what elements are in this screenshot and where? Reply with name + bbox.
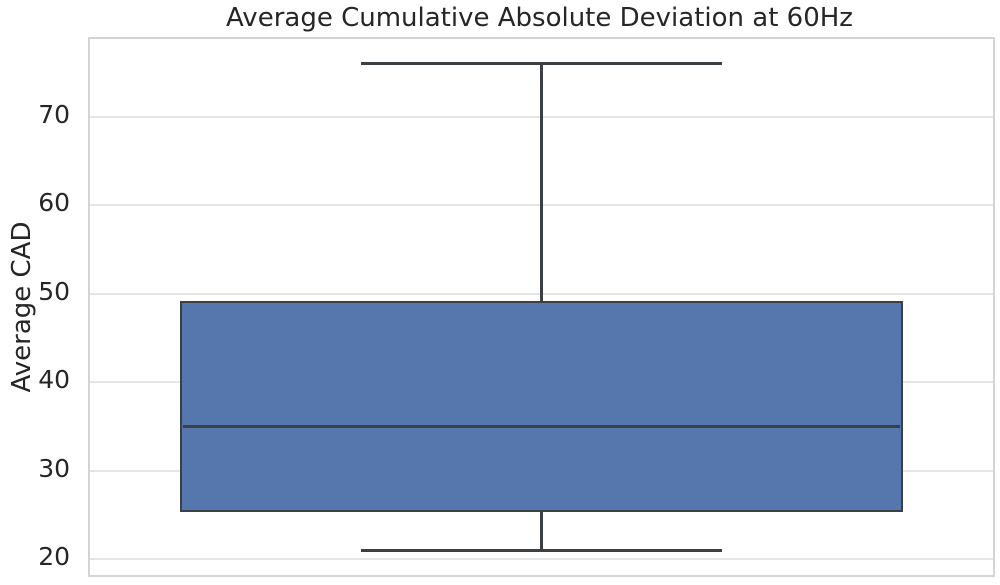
y-tick-label: 50 bbox=[38, 276, 70, 306]
chart-title: Average Cumulative Absolute Deviation at… bbox=[226, 3, 853, 33]
lower-whisker-line bbox=[540, 510, 543, 551]
upper-whisker-cap bbox=[360, 62, 723, 65]
y-axis-tick-labels: 20 30 40 50 60 70 bbox=[0, 37, 80, 573]
y-tick-label: 70 bbox=[38, 99, 70, 129]
gridline bbox=[90, 558, 993, 561]
plot-area bbox=[88, 37, 995, 577]
y-tick-label: 20 bbox=[38, 542, 70, 572]
upper-whisker-line bbox=[540, 63, 543, 303]
median-line bbox=[182, 425, 901, 428]
y-tick-label: 40 bbox=[38, 365, 70, 395]
iqr-box bbox=[180, 301, 903, 512]
lower-whisker-cap bbox=[360, 549, 723, 552]
y-tick-label: 60 bbox=[38, 188, 70, 218]
y-tick-label: 30 bbox=[38, 453, 70, 483]
